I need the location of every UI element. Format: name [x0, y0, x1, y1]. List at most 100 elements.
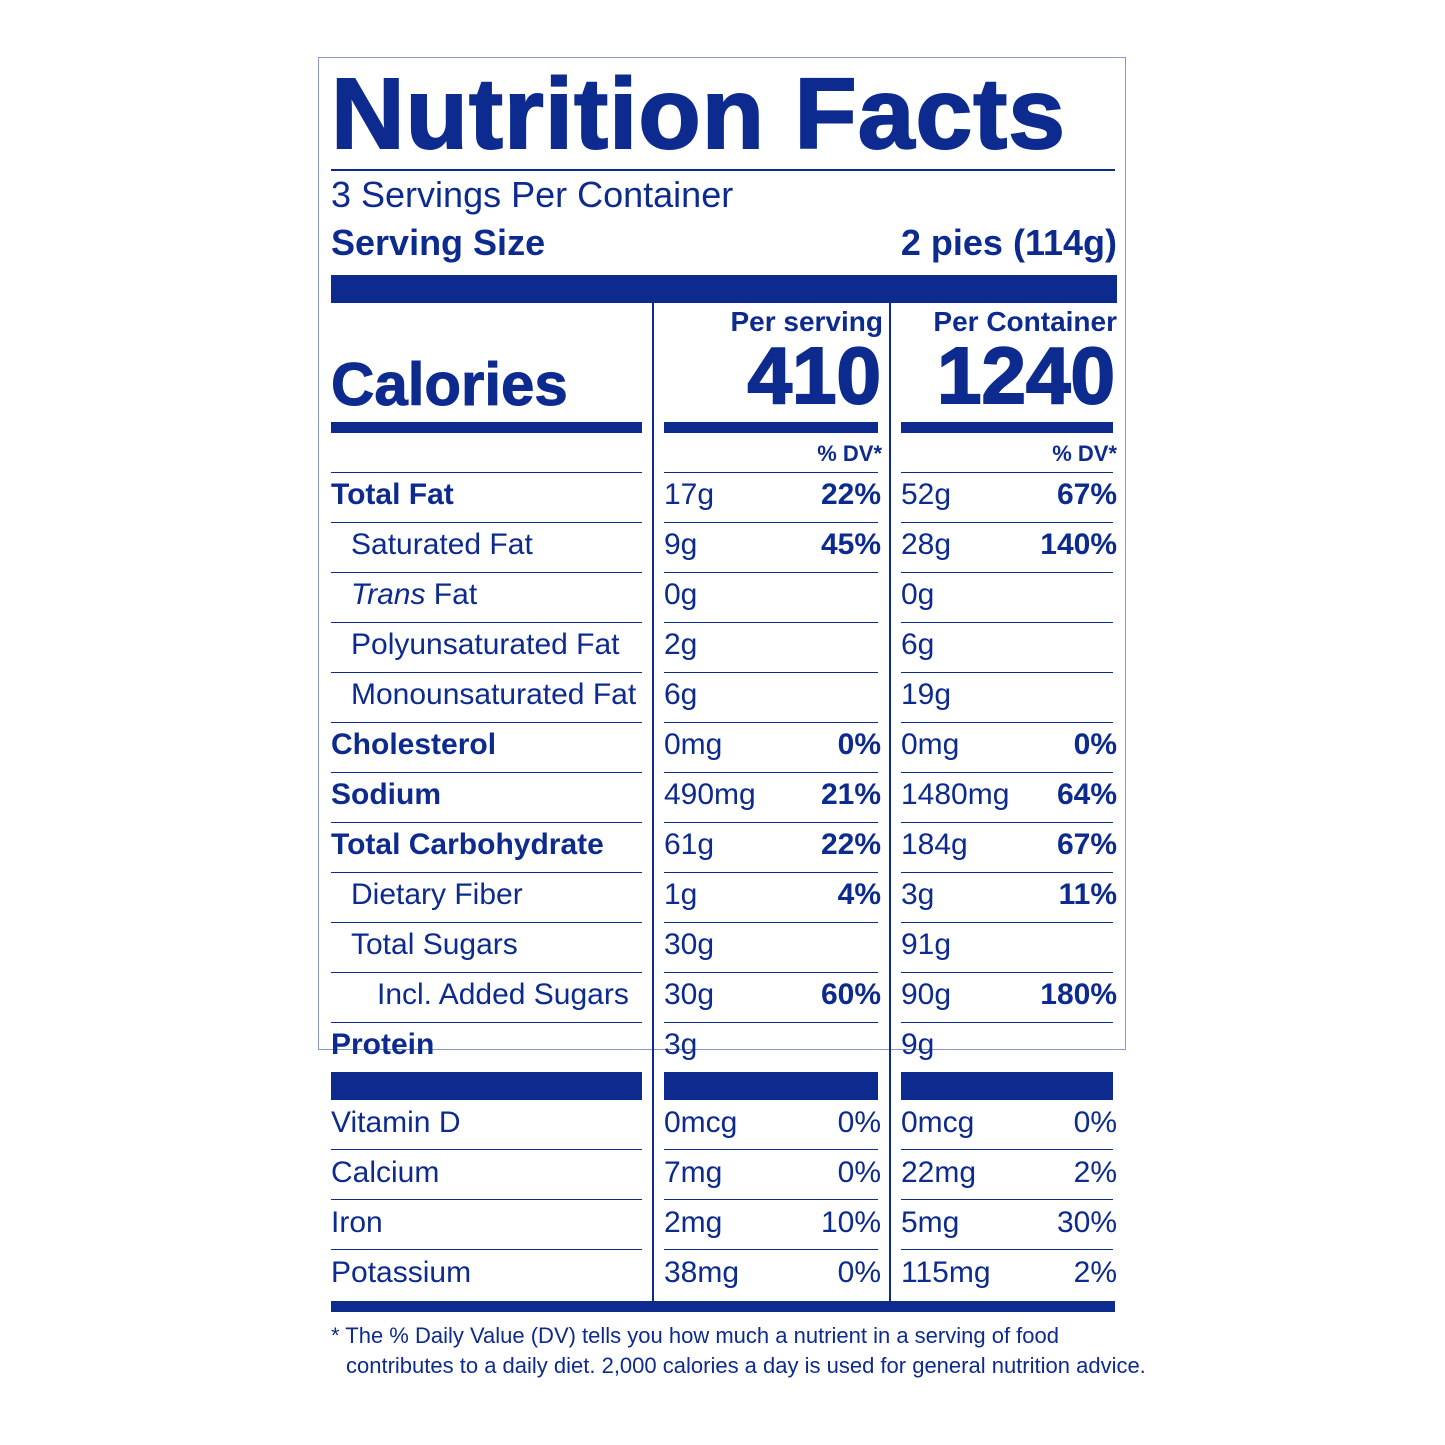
- container-amount: 91g: [901, 928, 952, 961]
- row-divider: [664, 822, 878, 823]
- nutrient-name-text: Cholesterol: [331, 728, 497, 761]
- row-divider: [331, 722, 642, 723]
- nutrient-name: Total Sugars: [351, 928, 518, 962]
- row-divider: [901, 822, 1113, 823]
- serving-dv: 4%: [837, 878, 881, 911]
- dv-heading-serving: % DV*: [817, 441, 882, 466]
- container-amount: 184g: [901, 828, 968, 861]
- row-divider: [901, 922, 1113, 923]
- serving-dv: 0%: [837, 1106, 881, 1139]
- nutrient-name: Total Fat: [331, 478, 454, 512]
- serving-dv: 22%: [820, 828, 881, 861]
- row-divider: [664, 1149, 878, 1150]
- row-divider: [664, 1022, 878, 1023]
- container-dv: 0%: [1073, 1106, 1117, 1139]
- column-divider-2: [889, 303, 891, 1301]
- row-divider: [331, 522, 642, 523]
- row-divider: [331, 1149, 642, 1150]
- nutrition-facts-label: Nutrition Facts 3 Servings Per Container…: [318, 57, 1146, 1378]
- serving-dv: 22%: [820, 478, 881, 511]
- footer-bar: [331, 1301, 1115, 1312]
- nutrient-name-text: Total Sugars: [351, 928, 518, 961]
- nutrient-name: Protein: [331, 1028, 434, 1062]
- container-dv: 180%: [1040, 978, 1117, 1011]
- row-divider: [664, 1249, 878, 1250]
- row-divider: [664, 972, 878, 973]
- serving-size-value: 2 pies (114g): [900, 222, 1117, 263]
- row-divider: [901, 572, 1113, 573]
- nutrient-name: Polyunsaturated Fat: [351, 628, 620, 662]
- row-divider: [664, 1199, 878, 1200]
- row-divider: [901, 472, 1113, 473]
- serving-size-thick-bar: [331, 275, 1117, 303]
- row-divider: [901, 1149, 1113, 1150]
- row-divider: [331, 1249, 642, 1250]
- nutrient-name: Dietary Fiber: [351, 878, 523, 912]
- container-amount: 0mcg: [901, 1106, 975, 1139]
- row-divider: [664, 472, 878, 473]
- row-divider: [901, 672, 1113, 673]
- per-serving-heading: Per serving: [730, 306, 883, 337]
- nutrient-name: Incl. Added Sugars: [377, 978, 629, 1012]
- row-divider: [664, 572, 878, 573]
- calories-bar-2: [664, 422, 878, 433]
- calories-bar-3: [901, 422, 1113, 433]
- container-dv: 64%: [1056, 778, 1117, 811]
- row-divider: [901, 872, 1113, 873]
- row-divider: [664, 722, 878, 723]
- serving-amount: 61g: [664, 828, 715, 861]
- nutrient-name: Trans Fat: [351, 578, 477, 612]
- container-amount: 3g: [901, 878, 935, 911]
- container-amount: 6g: [901, 628, 935, 661]
- vitamin-name: Vitamin D: [331, 1106, 461, 1139]
- vitamin-name: Calcium: [331, 1156, 440, 1189]
- container-dv: 11%: [1058, 878, 1117, 911]
- serving-amount: 0mcg: [664, 1106, 738, 1139]
- container-amount: 0mg: [901, 728, 960, 761]
- row-divider: [901, 972, 1113, 973]
- row-divider: [331, 1199, 642, 1200]
- row-divider: [331, 622, 642, 623]
- container-amount: 0g: [901, 578, 935, 611]
- row-divider: [331, 572, 642, 573]
- container-dv: 0%: [1073, 728, 1117, 761]
- serving-amount: 0mg: [664, 728, 723, 761]
- nutrient-name-italic: Trans: [351, 578, 426, 611]
- row-divider: [331, 1022, 642, 1023]
- serving-amount: 0g: [664, 578, 698, 611]
- serving-dv: 0%: [837, 1156, 881, 1189]
- row-divider: [901, 1022, 1113, 1023]
- serving-dv: 60%: [820, 978, 881, 1011]
- row-divider: [901, 722, 1113, 723]
- serving-amount: 2mg: [664, 1206, 723, 1239]
- row-divider: [664, 622, 878, 623]
- servings-per-container: 3 Servings Per Container: [331, 174, 734, 215]
- serving-amount: 3g: [664, 1028, 698, 1061]
- nutrient-name-text: Total Carbohydrate: [331, 828, 604, 861]
- serving-amount: 2g: [664, 628, 698, 661]
- container-amount: 5mg: [901, 1206, 960, 1239]
- container-amount: 9g: [901, 1028, 935, 1061]
- container-dv: 2%: [1073, 1256, 1117, 1289]
- container-amount: 90g: [901, 978, 952, 1011]
- row-divider: [901, 1199, 1113, 1200]
- nutrient-name-text: Monounsaturated Fat: [351, 678, 637, 711]
- container-amount: 115mg: [901, 1256, 991, 1289]
- serving-dv: 21%: [820, 778, 881, 811]
- dv-heading-container: % DV*: [1052, 441, 1117, 466]
- nutrient-name-text: Incl. Added Sugars: [377, 978, 629, 1011]
- nutrient-name-text: Sodium: [331, 778, 441, 811]
- row-divider: [664, 922, 878, 923]
- container-dv: 67%: [1056, 828, 1117, 861]
- serving-amount: 7mg: [664, 1156, 723, 1189]
- nutrient-name-text: Polyunsaturated Fat: [351, 628, 620, 661]
- serving-amount: 30g: [664, 928, 715, 961]
- footnote-line-1: * The % Daily Value (DV) tells you how m…: [331, 1323, 1059, 1348]
- footnote: * The % Daily Value (DV) tells you how m…: [331, 1321, 1146, 1381]
- label-title: Nutrition Facts: [330, 58, 1066, 170]
- vitamin-bar-2: [664, 1072, 878, 1100]
- row-divider: [664, 772, 878, 773]
- nutrient-name-text: Total Fat: [331, 478, 454, 511]
- per-container-heading: Per Container: [933, 306, 1117, 337]
- container-amount: 1480mg: [901, 778, 1010, 811]
